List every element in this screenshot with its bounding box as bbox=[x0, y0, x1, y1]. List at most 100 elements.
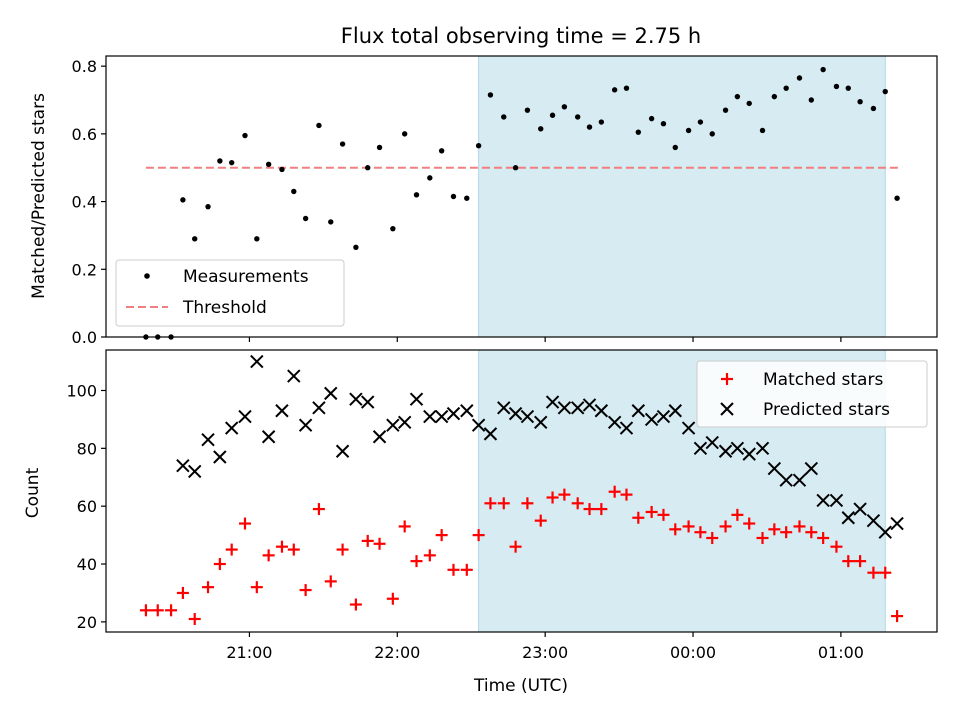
predicted-star-point bbox=[866, 513, 881, 528]
predicted-star-stroke bbox=[312, 401, 326, 415]
matched-star-point bbox=[595, 503, 608, 516]
predicted-star-point bbox=[298, 418, 313, 432]
measurement-point bbox=[512, 165, 519, 171]
predicted-star-point bbox=[261, 430, 276, 444]
measurement-point bbox=[672, 144, 678, 151]
predicted-star-stroke bbox=[335, 444, 350, 458]
predicted-star-point bbox=[520, 409, 535, 424]
predicted-star-stroke bbox=[224, 421, 239, 435]
matched-star-point bbox=[386, 592, 399, 605]
measurement-point bbox=[228, 159, 235, 166]
predicted-star-point bbox=[188, 464, 202, 479]
matched-star-point bbox=[657, 508, 670, 521]
predicted-star-point bbox=[397, 415, 412, 430]
top-legend-box bbox=[115, 259, 345, 327]
matched-star-point bbox=[151, 604, 164, 617]
measurement-point bbox=[291, 188, 297, 195]
predicted-star-stroke bbox=[434, 409, 449, 424]
top-highlight-span bbox=[478, 55, 886, 338]
matched-star-point bbox=[842, 555, 855, 568]
measurement-point bbox=[549, 112, 556, 118]
predicted-star-point bbox=[693, 441, 708, 456]
measurement-point bbox=[635, 129, 642, 135]
measurement-point bbox=[771, 93, 778, 100]
matched-star-point bbox=[435, 529, 448, 542]
predicted-star-point bbox=[755, 441, 770, 456]
predicted-star-point bbox=[545, 395, 560, 409]
predicted-star-point bbox=[570, 401, 585, 415]
matched-star-point bbox=[275, 540, 288, 553]
top-panel: 0.00.20.40.60.8 Matched/Predicted stars … bbox=[29, 55, 938, 347]
predicted-star-stroke bbox=[878, 525, 892, 539]
predicted-star-point bbox=[386, 418, 400, 432]
predicted-star-stroke bbox=[423, 409, 437, 424]
predicted-star-stroke bbox=[188, 464, 202, 479]
predicted-star-point bbox=[718, 444, 733, 458]
matched-star-point bbox=[213, 558, 226, 571]
matched-star-point bbox=[202, 581, 215, 594]
predicted-star-point bbox=[238, 409, 252, 424]
measurement-point bbox=[820, 66, 826, 73]
matched-star-point bbox=[719, 520, 732, 533]
matched-star-point bbox=[361, 534, 374, 547]
predicted-star-point bbox=[792, 473, 807, 487]
predicted-star-point bbox=[335, 444, 350, 458]
predicted-star-stroke bbox=[607, 415, 622, 430]
top-x-ticks bbox=[248, 337, 842, 342]
measurement-point bbox=[894, 195, 900, 201]
predicted-star-stroke bbox=[866, 513, 881, 528]
predicted-star-point bbox=[582, 398, 597, 412]
predicted-star-stroke bbox=[705, 435, 719, 450]
predicted-star-point bbox=[668, 404, 682, 418]
measurement-point bbox=[709, 131, 715, 137]
measurement-point bbox=[833, 83, 840, 90]
legend-threshold-label: Threshold bbox=[182, 298, 267, 318]
predicted-star-stroke bbox=[718, 444, 733, 458]
matched-star-point bbox=[521, 497, 534, 510]
matched-star-point bbox=[509, 540, 522, 553]
predicted-star-point bbox=[176, 458, 190, 473]
chart-title: Flux total observing time = 2.75 h bbox=[341, 24, 701, 48]
predicted-star-stroke bbox=[298, 418, 313, 432]
predicted-star-stroke bbox=[631, 404, 646, 418]
matched-star-point bbox=[632, 511, 645, 524]
measurement-point bbox=[882, 88, 888, 95]
measurement-point bbox=[339, 141, 346, 147]
matched-star-point bbox=[805, 526, 818, 539]
predicted-star-point bbox=[705, 435, 719, 450]
predicted-star-stroke bbox=[656, 409, 671, 424]
count-points bbox=[139, 354, 904, 625]
predicted-star-stroke bbox=[545, 395, 560, 409]
predicted-star-point bbox=[497, 401, 511, 415]
matched-star-point bbox=[817, 532, 830, 544]
predicted-star-stroke bbox=[176, 458, 190, 473]
predicted-star-point bbox=[483, 427, 498, 441]
predicted-star-point bbox=[890, 516, 904, 531]
predicted-star-stroke bbox=[853, 502, 867, 516]
predicted-star-point bbox=[841, 511, 855, 525]
measurement-point bbox=[427, 175, 433, 181]
predicted-star-stroke bbox=[213, 450, 227, 464]
predicted-star-stroke bbox=[409, 392, 424, 406]
matched-star-point bbox=[336, 543, 349, 556]
measurement-point bbox=[328, 219, 334, 225]
matched-star-point bbox=[854, 555, 867, 568]
predicted-star-stroke bbox=[201, 432, 215, 447]
matched-star-point bbox=[645, 505, 658, 518]
measurement-point bbox=[438, 148, 445, 154]
bottom-legend: Matched stars Predicted stars bbox=[696, 360, 928, 428]
measurement-point bbox=[205, 203, 211, 210]
measurement-point bbox=[870, 105, 877, 112]
measurement-point bbox=[279, 166, 285, 173]
matched-star-point bbox=[743, 517, 756, 530]
measurement-point bbox=[302, 215, 309, 222]
predicted-star-point bbox=[508, 406, 523, 421]
matched-star-point bbox=[608, 485, 621, 498]
matched-star-point bbox=[447, 563, 460, 576]
measurement-point bbox=[746, 100, 752, 107]
measurement-point bbox=[808, 97, 815, 103]
measurement-point bbox=[376, 144, 383, 151]
matched-star-point bbox=[768, 523, 781, 536]
measurement-point bbox=[660, 121, 667, 127]
predicted-star-point bbox=[471, 418, 486, 432]
